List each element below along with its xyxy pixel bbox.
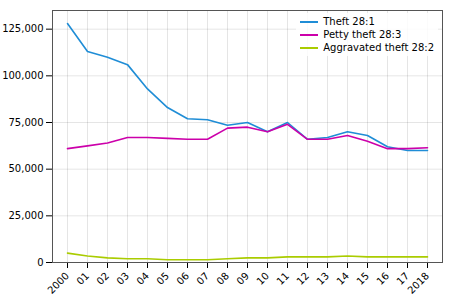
svg-text:01: 01 <box>74 270 91 287</box>
svg-text:05: 05 <box>154 270 171 287</box>
svg-text:15: 15 <box>354 270 371 287</box>
html-text:Theft 28:1: Theft 28:1 <box>323 16 375 27</box>
svg-text:13: 13 <box>314 270 331 287</box>
svg-text:16: 16 <box>374 270 391 287</box>
svg-text:12: 12 <box>294 270 311 287</box>
svg-text:08: 08 <box>214 270 231 287</box>
svg-text:50,000: 50,000 <box>9 163 44 174</box>
svg-text:07: 07 <box>194 270 211 287</box>
svg-text:0: 0 <box>37 257 43 268</box>
svg-text:100,000: 100,000 <box>2 70 43 81</box>
svg-text:75,000: 75,000 <box>9 117 44 128</box>
svg-text:2000: 2000 <box>45 270 71 296</box>
svg-text:04: 04 <box>134 270 151 287</box>
html-text:Aggravated theft 28:2: Aggravated theft 28:2 <box>323 42 434 53</box>
html-text:Petty theft 28:3: Petty theft 28:3 <box>323 29 402 40</box>
svg-text:17: 17 <box>394 270 412 287</box>
svg-text:2018: 2018 <box>405 270 431 296</box>
svg-text:25,000: 25,000 <box>9 210 44 221</box>
svg-text:10: 10 <box>254 270 271 287</box>
svg-text:06: 06 <box>174 270 191 287</box>
svg-text:14: 14 <box>334 270 351 287</box>
svg-text:02: 02 <box>94 270 111 287</box>
svg-text:09: 09 <box>234 270 251 287</box>
svg-text:125,000: 125,000 <box>2 23 43 34</box>
svg-text:11: 11 <box>274 270 291 287</box>
svg-text:03: 03 <box>114 270 131 287</box>
